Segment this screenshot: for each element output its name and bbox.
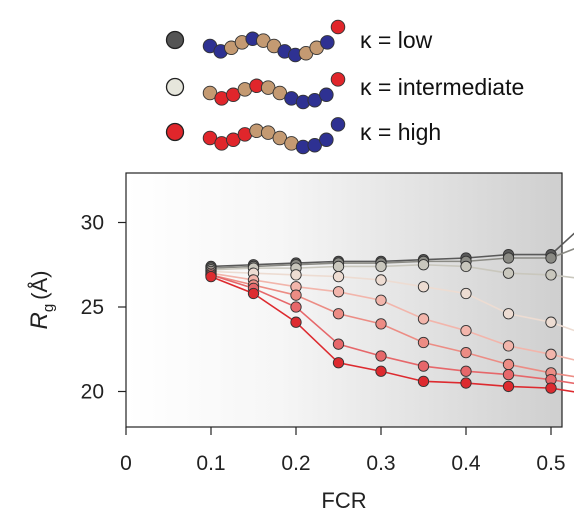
data-point bbox=[375, 274, 387, 286]
data-point bbox=[332, 286, 345, 298]
y-tick-label: 25 bbox=[81, 296, 104, 319]
data-point bbox=[375, 350, 387, 362]
data-point bbox=[375, 260, 387, 273]
data-point bbox=[332, 270, 345, 283]
data-point bbox=[502, 252, 515, 264]
x-tick-label: 0.3 bbox=[366, 452, 395, 475]
legend-marker bbox=[165, 122, 185, 142]
series-8 bbox=[205, 270, 574, 394]
data-point bbox=[545, 316, 557, 328]
y-axis-symbol: R bbox=[26, 312, 53, 329]
x-tick-label: 0.1 bbox=[196, 452, 225, 475]
series-line bbox=[210, 274, 574, 385]
data-point bbox=[545, 348, 557, 360]
data-point bbox=[460, 260, 472, 273]
x-tick-label: 0.4 bbox=[451, 452, 481, 475]
legend: κ = low κ = intermediate κ = high bbox=[165, 19, 524, 155]
data-point bbox=[460, 287, 472, 300]
data-point bbox=[417, 281, 430, 293]
series-line bbox=[210, 232, 574, 268]
data-point bbox=[502, 308, 515, 320]
data-point bbox=[332, 357, 345, 369]
series-line bbox=[210, 247, 574, 269]
data-point bbox=[205, 270, 217, 283]
data-point bbox=[545, 382, 557, 394]
legend-label: κ = intermediate bbox=[360, 74, 524, 100]
series-line bbox=[210, 275, 574, 393]
data-point bbox=[417, 336, 430, 349]
series-line bbox=[210, 272, 574, 361]
series-3 bbox=[205, 259, 574, 281]
data-point bbox=[332, 338, 345, 350]
data-point bbox=[417, 360, 430, 372]
data-point bbox=[460, 325, 472, 337]
data-point bbox=[332, 308, 345, 320]
polymer-chain-icon bbox=[202, 72, 346, 110]
y-axis-unit: (Å) bbox=[27, 270, 52, 299]
polymer-chain-icon bbox=[202, 117, 346, 155]
x-tick-label: 0.2 bbox=[281, 452, 310, 475]
data-point bbox=[290, 269, 302, 281]
data-point bbox=[290, 316, 302, 328]
legend-item: κ = high bbox=[165, 117, 441, 155]
legend-item: κ = low bbox=[165, 19, 433, 63]
y-axis-title: Rg (Å) bbox=[26, 270, 57, 329]
data-point bbox=[375, 365, 387, 377]
data-point bbox=[375, 318, 387, 330]
series-layer bbox=[205, 232, 574, 394]
data-point bbox=[290, 289, 302, 301]
data-point bbox=[502, 380, 515, 393]
data-point bbox=[417, 375, 430, 388]
y-tick-label: 20 bbox=[81, 381, 104, 404]
data-point bbox=[375, 294, 387, 306]
data-point bbox=[290, 301, 302, 313]
data-point bbox=[502, 267, 515, 279]
data-point bbox=[460, 365, 472, 377]
axes: 00.10.20.30.40.50.60.7202530 bbox=[81, 212, 566, 476]
plot-area bbox=[125, 172, 563, 428]
data-point bbox=[332, 260, 345, 273]
data-point bbox=[502, 368, 515, 381]
data-point bbox=[417, 313, 430, 325]
legend-marker bbox=[165, 30, 185, 50]
polymer-chain-icon bbox=[202, 19, 346, 63]
series-line bbox=[210, 270, 574, 332]
series-line bbox=[210, 274, 574, 378]
y-axis-subscript: g bbox=[40, 304, 57, 312]
data-point bbox=[460, 377, 472, 389]
data-point bbox=[460, 346, 472, 359]
legend-marker bbox=[165, 77, 185, 97]
data-point bbox=[417, 259, 430, 271]
x-tick-label: 0 bbox=[120, 452, 132, 475]
x-tick-label: 0.5 bbox=[536, 452, 565, 475]
data-point bbox=[545, 269, 557, 281]
series-line bbox=[210, 263, 574, 279]
legend-item: κ = intermediate bbox=[165, 72, 524, 110]
legend-label: κ = low bbox=[360, 27, 433, 53]
data-point bbox=[247, 287, 260, 300]
x-axis-title: FCR bbox=[321, 488, 366, 513]
y-tick-label: 30 bbox=[81, 212, 104, 235]
data-point bbox=[502, 340, 515, 352]
data-point bbox=[545, 252, 557, 264]
legend-label: κ = high bbox=[360, 119, 441, 145]
data-point bbox=[502, 358, 515, 371]
